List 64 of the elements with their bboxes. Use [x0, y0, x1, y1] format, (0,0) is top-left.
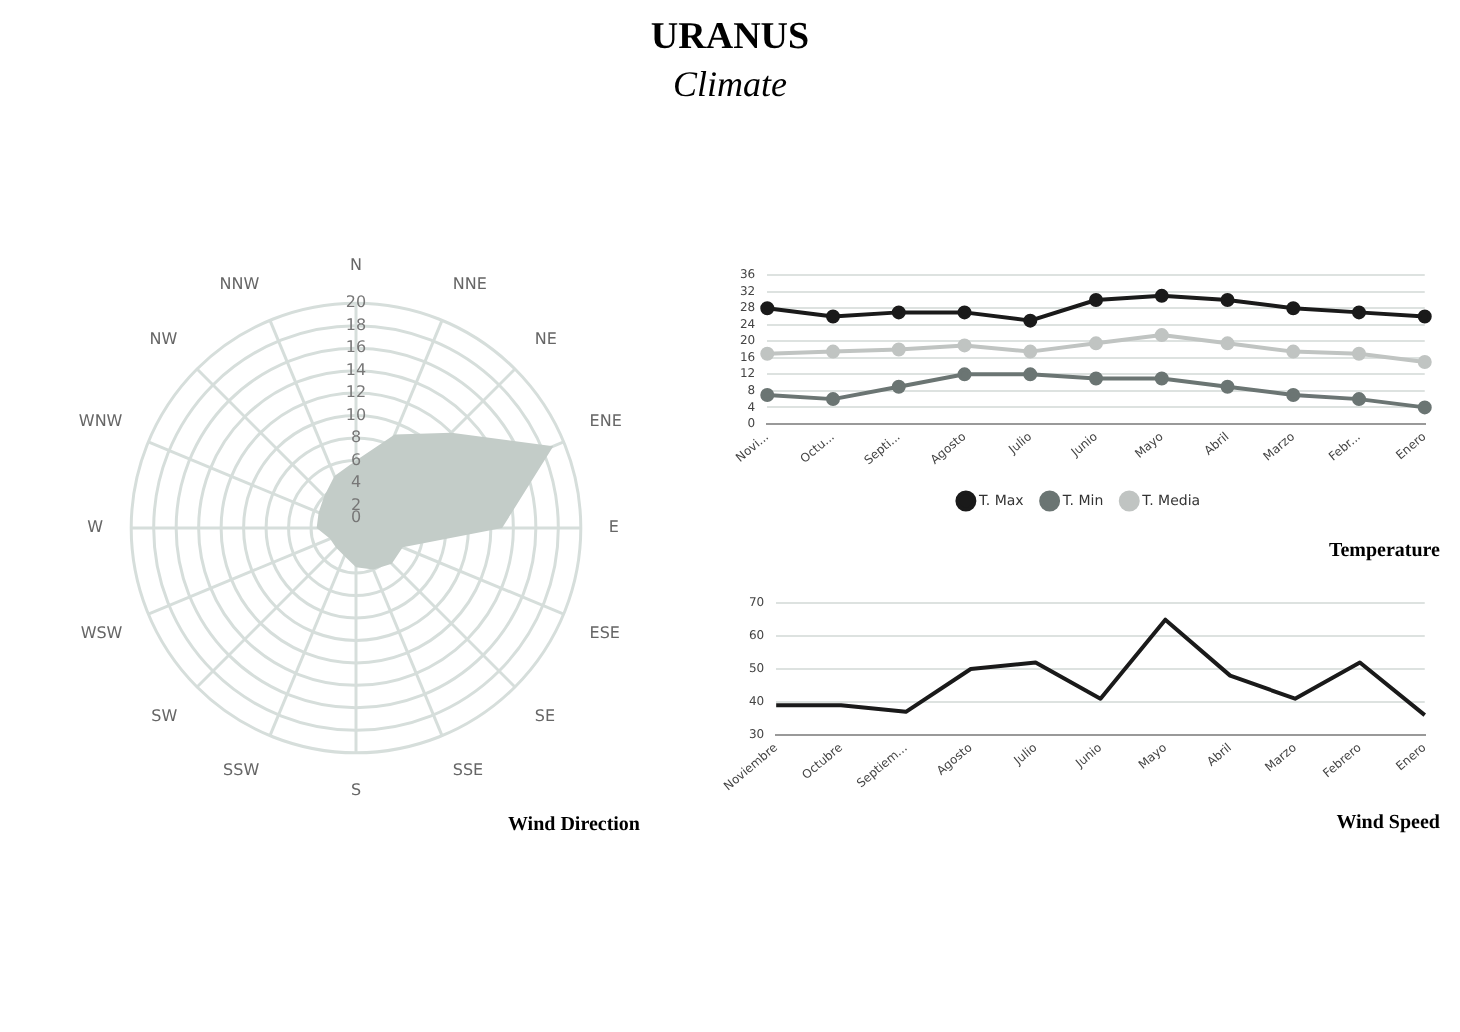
point [1089, 371, 1104, 386]
y-tick-label: 10 [345, 405, 367, 424]
spoke-label: S [350, 780, 362, 799]
spoke-label: NNW [219, 275, 260, 293]
point [1023, 344, 1038, 359]
y-tick-label: 12 [345, 383, 367, 402]
text: Wind Direction [507, 814, 640, 836]
point [1023, 313, 1038, 328]
point [1417, 400, 1432, 415]
point [957, 305, 972, 320]
point [760, 387, 775, 402]
point [957, 367, 972, 382]
y-tick-label: 0 [350, 508, 362, 527]
spoke-label: E [608, 518, 619, 537]
point [957, 338, 972, 353]
point [1286, 387, 1301, 402]
y-tick-label: 14 [345, 360, 367, 379]
spoke-label: WSW [80, 624, 123, 643]
spoke-label: ESE [589, 624, 620, 643]
spoke-label: NE [534, 329, 557, 348]
point [1417, 354, 1432, 369]
point [1220, 336, 1235, 351]
point [1352, 346, 1366, 361]
point [1220, 379, 1235, 394]
y-tick-label: 16 [345, 338, 367, 357]
spoke-label: WNW [78, 411, 123, 430]
point [891, 379, 906, 394]
y-tick-label: 18 [345, 315, 367, 334]
spoke-label: NNE [452, 275, 487, 293]
point [1286, 301, 1301, 316]
point [891, 305, 906, 320]
point [760, 346, 775, 361]
point [1220, 292, 1235, 307]
spoke-label: SSW [223, 761, 260, 780]
point [1154, 288, 1169, 303]
spoke-label: SW [151, 706, 178, 725]
point [1154, 328, 1169, 343]
point [891, 342, 906, 357]
text: Wind Speed [1336, 812, 1440, 834]
spoke-label: SSE [452, 761, 484, 780]
point [1352, 392, 1366, 407]
point [1089, 336, 1104, 351]
spoke-label: N [350, 255, 363, 274]
point [1154, 371, 1169, 386]
text: URANUS [648, 16, 812, 60]
y-tick-label: 20 [345, 293, 367, 312]
spoke-label: NW [149, 329, 178, 348]
point [826, 392, 841, 407]
spoke-label: ENE [589, 411, 622, 430]
text: Temperature [1328, 540, 1440, 562]
text: Climate [671, 64, 789, 106]
point [1023, 367, 1038, 382]
point [1286, 344, 1301, 359]
point [1417, 309, 1432, 324]
spoke-label: W [87, 518, 104, 537]
point [826, 309, 841, 324]
point [1089, 292, 1104, 307]
point [1352, 305, 1366, 320]
spoke-label: SE [534, 706, 556, 725]
y-tick-label: 6 [350, 450, 362, 469]
point [760, 301, 775, 316]
y-tick-label: 4 [350, 473, 362, 492]
point [826, 344, 841, 359]
y-tick-label: 8 [350, 428, 362, 447]
